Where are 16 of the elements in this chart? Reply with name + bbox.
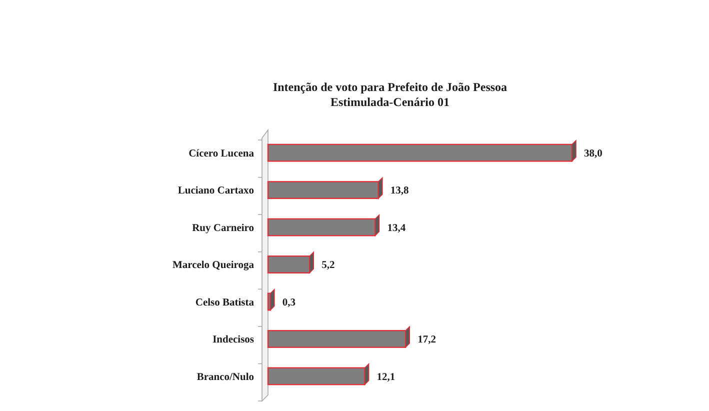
- y-tick-label: Branco/Nulo: [196, 372, 254, 383]
- y-tick-label: Ruy Carneiro: [192, 222, 254, 234]
- data-label: 12,1: [376, 372, 396, 383]
- chart-subtitle: Estimulada-Cenário 01: [330, 95, 450, 109]
- y-tick-label: Marcelo Queiroga: [172, 260, 255, 272]
- y-tick-label: Indecisos: [212, 334, 254, 346]
- data-label: 0,3: [282, 297, 296, 308]
- data-label: 5,2: [322, 260, 335, 272]
- y-tick-label: Celso Batista: [195, 297, 255, 308]
- y-tick-label: Cícero Lucena: [188, 148, 255, 160]
- data-label: 17,2: [418, 334, 436, 346]
- y-tick-label: Luciano Cartaxo: [178, 186, 254, 197]
- data-label: 13,8: [390, 186, 409, 197]
- data-label: 13,4: [387, 222, 406, 234]
- data-label: 38,0: [584, 148, 602, 160]
- chart-title: Intenção de voto para Prefeito de João Pessoa: [272, 80, 508, 94]
